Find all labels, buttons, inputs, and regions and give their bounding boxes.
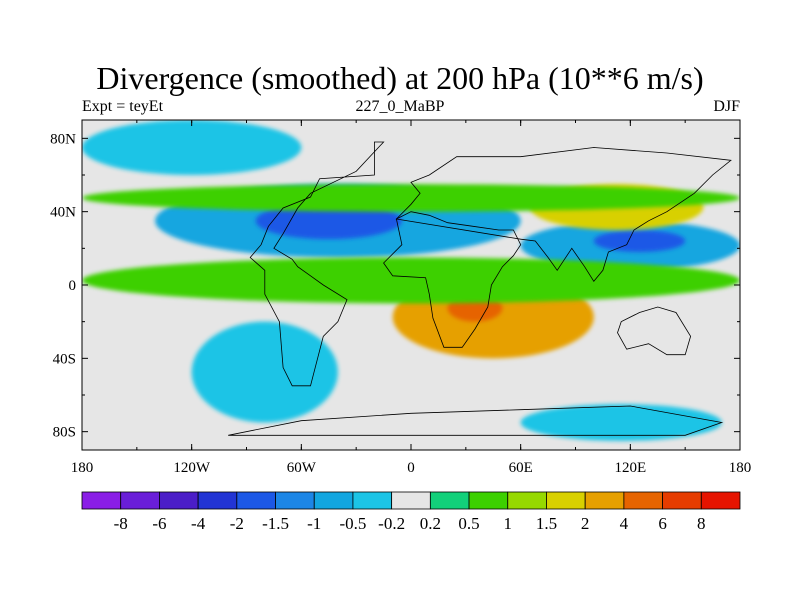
period-label: 227_0_MaBP [355,98,445,115]
region-atlantic-strong-convergence [255,202,402,240]
colorbar-swatch [662,491,702,510]
colorbar-label: -8 [114,514,128,533]
colorbar-label: 1.5 [536,514,557,533]
season-label: DJF [713,98,740,115]
colorbar-label: -2 [230,514,244,533]
experiment-label: Expt = teyEt [82,98,164,115]
colorbar-label: -6 [152,514,166,533]
colorbar-label: 0.5 [458,514,479,533]
y-tick-label: 0 [69,278,77,294]
colorbar-swatch [584,491,625,510]
colorbar-swatch [468,491,509,510]
colorbar-label: 1 [504,514,513,533]
colorbar-swatch [275,491,315,510]
coastline-3 [617,306,692,356]
y-tick-label: 40S [53,351,76,367]
divergence-map [82,120,740,450]
colorbar: -8 -6 -4 -2 -1.5 -1 -0.5 -0.2 0.2 0.5 1 1.5 2 4 6 8 [81,491,741,533]
colorbar-swatch [197,491,238,510]
x-tick-label: 120E [614,460,646,476]
region-north-pacific-convergence [82,120,302,175]
coastline-1 [383,211,522,348]
colorbar-label: -4 [191,514,206,533]
region-equatorial-divergence-band [82,257,740,304]
coastline-overlay [228,141,732,436]
colorbar-swatch [313,491,354,510]
colorbar-label: 2 [581,514,590,533]
region-nh-midlat-divergence [82,184,740,212]
x-tick-label: 60E [509,460,533,476]
colorbar-label: -1.5 [262,514,289,533]
x-tick-label: 180 [71,460,94,476]
colorbar-label: 0.2 [420,514,441,533]
colorbar-swatch [700,491,741,510]
colorbar-swatch [623,491,663,510]
region-sh-subtropic-convergence [191,321,338,423]
y-tick-label: 80N [50,131,76,147]
colorbar-label: 4 [620,514,629,533]
colorbar-swatch [81,491,122,510]
colorbar-swatch [236,491,276,510]
colorbar-swatch [120,491,160,510]
x-tick-label: 180 [729,460,752,476]
colorbar-swatch [352,491,393,510]
coastline-4 [228,405,724,436]
region-west-pacific-strong-convergence [593,230,686,252]
colorbar-swatch [429,491,470,510]
x-tick-label: 0 [407,460,415,476]
y-tick-label: 80S [53,425,76,441]
x-tick-label: 60W [287,460,317,476]
colorbar-label: -0.2 [378,514,405,533]
colorbar-label: 8 [697,514,706,533]
colorbar-swatch [391,491,431,510]
colorbar-swatch [159,491,199,510]
x-axis: 180 120W 60W 0 60E 120E 180 [71,120,752,476]
y-axis: 80N 40N 0 40S 80S [50,131,740,441]
colorbar-swatch [546,491,586,510]
coastline-0 [249,141,385,387]
x-tick-label: 120W [173,460,211,476]
coastline-2 [395,147,732,282]
colorbar-label: 6 [658,514,667,533]
colorbar-swatch [507,491,547,510]
chart-title: Divergence (smoothed) at 200 hPa (10**6 … [96,60,704,96]
y-tick-label: 40N [50,205,76,221]
colorbar-label: -1 [307,514,321,533]
colorbar-label: -0.5 [339,514,366,533]
